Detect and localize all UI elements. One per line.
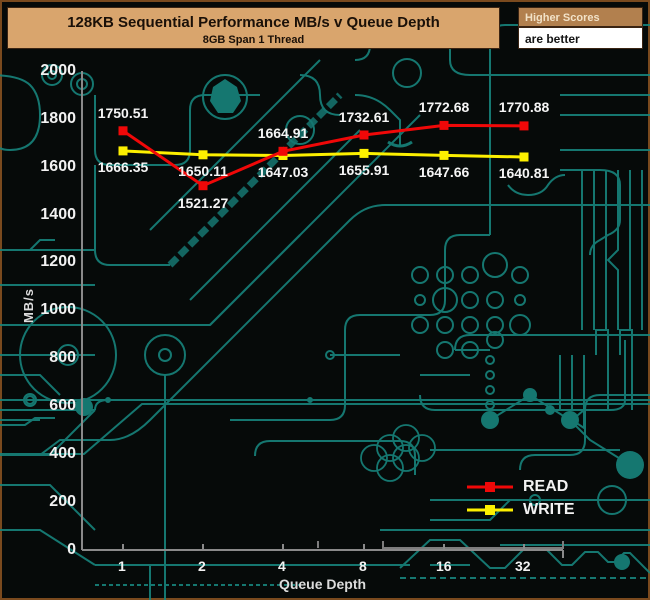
svg-text:1655.91: 1655.91 bbox=[339, 162, 390, 178]
svg-text:1732.61: 1732.61 bbox=[339, 109, 390, 125]
svg-text:1750.51: 1750.51 bbox=[98, 105, 149, 121]
svg-text:1772.68: 1772.68 bbox=[419, 99, 470, 115]
svg-text:1666.35: 1666.35 bbox=[98, 159, 149, 175]
svg-text:1521.27: 1521.27 bbox=[178, 195, 229, 211]
svg-text:1650.11: 1650.11 bbox=[178, 163, 228, 179]
svg-text:1647.66: 1647.66 bbox=[419, 164, 470, 180]
svg-text:1770.88: 1770.88 bbox=[499, 99, 550, 115]
svg-text:1664.91: 1664.91 bbox=[258, 125, 309, 141]
svg-text:1647.03: 1647.03 bbox=[258, 164, 309, 180]
svg-text:1640.81: 1640.81 bbox=[499, 165, 550, 181]
